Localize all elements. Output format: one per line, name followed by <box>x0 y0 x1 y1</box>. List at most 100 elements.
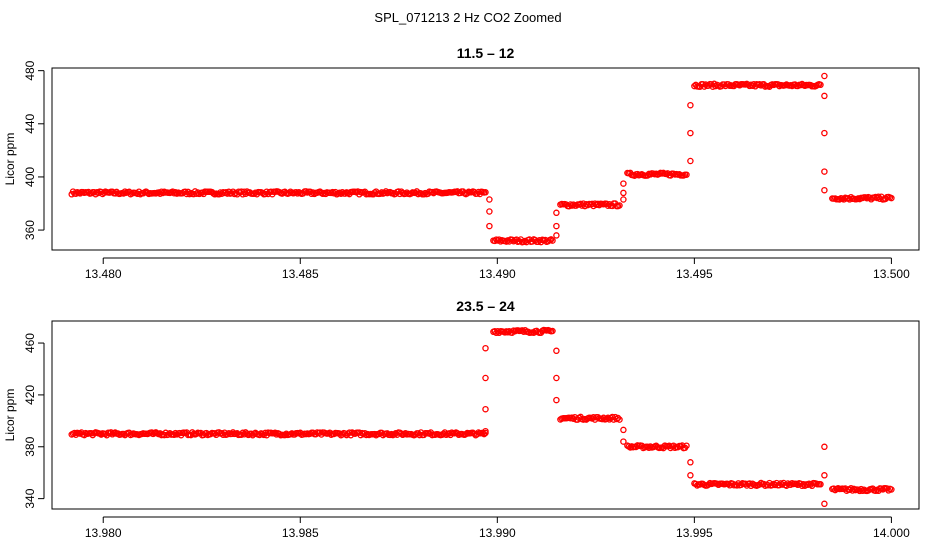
data-point <box>687 101 694 109</box>
data-point <box>482 344 489 352</box>
x-tick-label: 13.995 <box>676 526 713 540</box>
data-point <box>866 194 874 201</box>
data-point <box>705 481 712 488</box>
data-point <box>604 202 612 209</box>
data-point <box>620 426 627 434</box>
data-point <box>482 374 489 382</box>
data-point <box>778 481 786 488</box>
data-point <box>553 347 560 355</box>
data-point <box>687 157 694 165</box>
data-point <box>850 485 858 493</box>
data-point <box>620 180 627 187</box>
data-point <box>836 196 843 203</box>
data-point <box>553 232 560 239</box>
data-point <box>508 236 516 244</box>
data-point <box>486 222 493 230</box>
data-point <box>377 190 384 197</box>
panel-1: 11.5 – 12 Licor ppm 13.480 13.485 13.490 13.4… <box>3 45 920 281</box>
data-point <box>720 81 728 88</box>
data-point <box>620 189 627 197</box>
x-tick-label: 13.485 <box>282 267 319 281</box>
y-tick-label: 460 <box>23 333 37 353</box>
data-point <box>553 209 560 217</box>
data-point <box>821 500 828 508</box>
data-point <box>821 168 828 175</box>
y-tick-label: 380 <box>23 436 37 456</box>
x-tick-label: 13.980 <box>85 526 122 540</box>
y-tick-label: 340 <box>23 488 37 508</box>
data-point <box>888 486 895 493</box>
data-point <box>271 429 279 437</box>
data-point <box>821 129 828 137</box>
data-point <box>817 81 824 89</box>
data-point <box>600 414 607 422</box>
data-point <box>683 171 690 178</box>
data-point <box>687 129 694 137</box>
x-tick-label: 13.985 <box>282 526 319 540</box>
data-point <box>645 444 653 452</box>
data-point <box>598 415 606 423</box>
data-point <box>194 189 202 196</box>
data-point <box>821 443 828 451</box>
data-point <box>616 416 623 423</box>
data-point <box>687 472 694 479</box>
data-point <box>341 430 349 437</box>
data-point <box>547 236 555 243</box>
data-point <box>567 201 574 208</box>
data-point <box>486 196 493 203</box>
data-point <box>821 92 828 100</box>
data-point <box>482 405 489 413</box>
data-point <box>614 414 622 422</box>
data-point <box>756 481 763 488</box>
data-point <box>389 189 397 197</box>
data-point <box>193 190 200 197</box>
data-point <box>504 237 512 244</box>
data-point <box>885 487 892 494</box>
data-point <box>454 430 461 437</box>
data-point <box>520 328 527 335</box>
data-point <box>821 186 828 194</box>
data-point <box>634 170 641 178</box>
data-point <box>239 429 247 437</box>
data-point <box>553 222 560 230</box>
data-point <box>302 188 310 195</box>
data-point <box>292 188 300 196</box>
data-points <box>68 72 895 246</box>
data-point <box>888 194 895 202</box>
y-tick-label: 480 <box>23 60 37 80</box>
data-point <box>121 188 129 195</box>
data-point <box>821 472 828 479</box>
data-point <box>72 190 80 197</box>
panel-2: 23.5 – 24 Licor ppm 13.980 13.985 13.990 13.9… <box>3 298 920 540</box>
data-point <box>553 374 560 382</box>
data-point <box>420 191 428 198</box>
data-point <box>243 430 251 437</box>
data-point <box>486 208 493 215</box>
x-tick-label: 13.480 <box>85 267 122 281</box>
x-tick-label: 14.000 <box>873 526 910 540</box>
y-tick-label: 440 <box>23 113 37 133</box>
data-point <box>687 459 694 466</box>
y-tick-label: 360 <box>23 220 37 240</box>
x-tick-label: 13.990 <box>479 526 516 540</box>
data-points <box>68 326 895 508</box>
y-tick-label: 420 <box>23 385 37 405</box>
data-point <box>553 396 560 404</box>
data-point <box>620 196 627 203</box>
data-point <box>341 190 349 197</box>
data-point <box>172 429 179 437</box>
data-point <box>604 414 612 422</box>
data-point <box>337 190 345 197</box>
data-point <box>482 427 489 435</box>
data-point <box>482 189 489 196</box>
data-point <box>407 190 415 197</box>
y-tick-label: 400 <box>23 167 37 187</box>
data-point <box>549 327 556 335</box>
data-point <box>849 487 856 494</box>
x-tick-label: 13.495 <box>676 267 713 281</box>
y-axis-label: Licor ppm <box>3 389 17 442</box>
data-point <box>616 202 623 209</box>
x-tick-label: 13.490 <box>479 267 516 281</box>
